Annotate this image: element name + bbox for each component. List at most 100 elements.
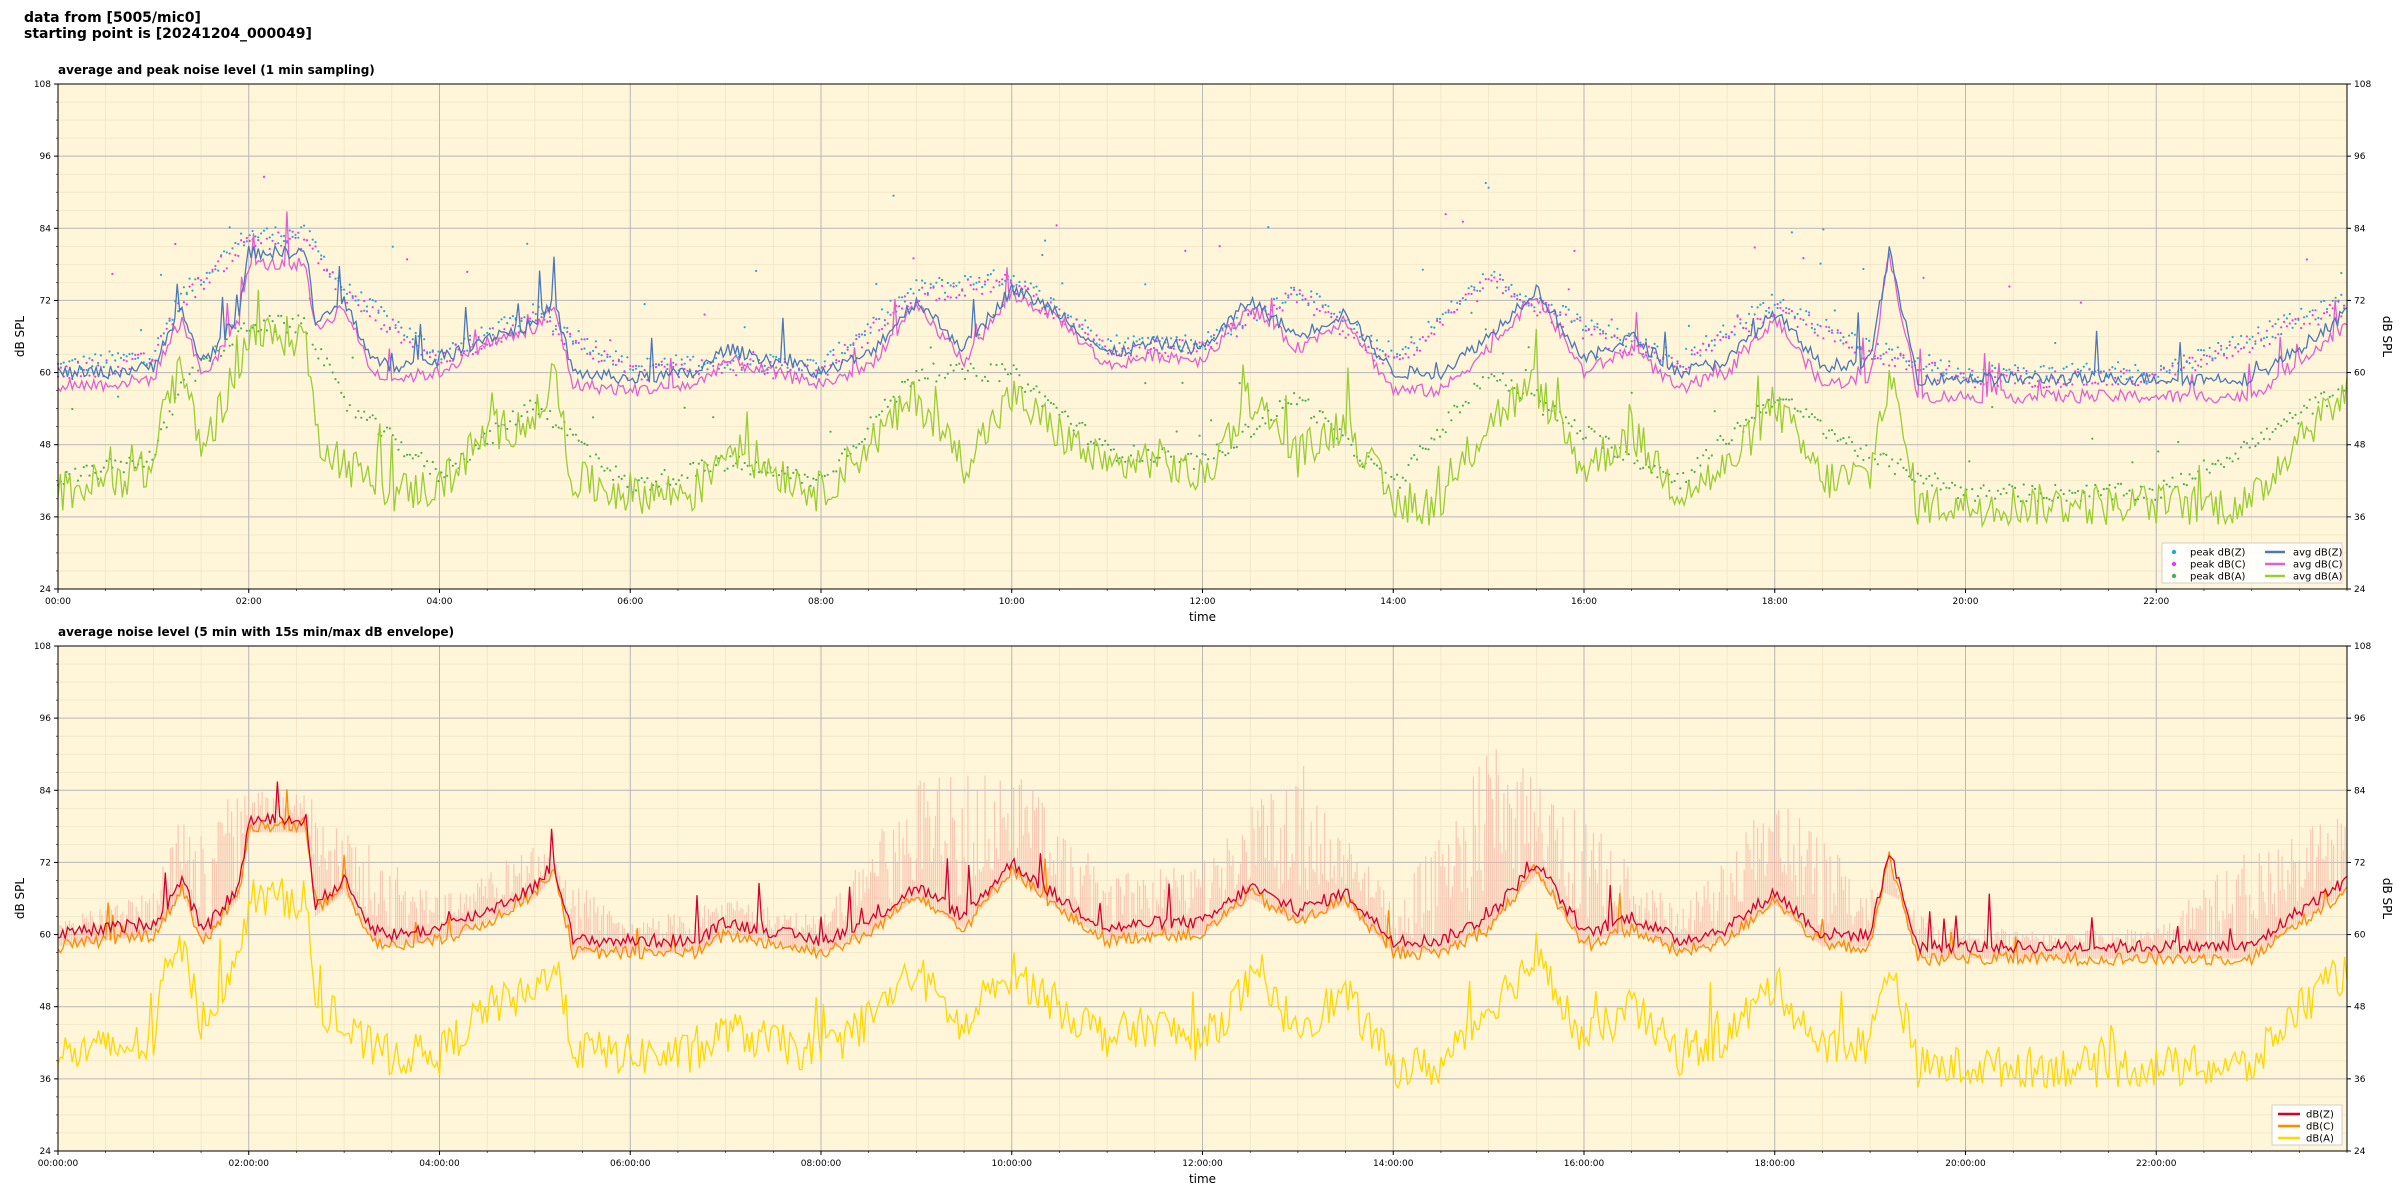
peak-point: [949, 284, 952, 287]
peak-point: [1933, 364, 1937, 367]
peak-point: [726, 467, 729, 470]
peak-point: [843, 448, 846, 451]
peak-point: [1009, 372, 1012, 375]
peak-point: [2274, 336, 2277, 339]
peak-point: [1416, 349, 1419, 352]
peak-point: [391, 434, 394, 437]
peak-point: [1152, 335, 1155, 339]
peak-point: [374, 319, 377, 322]
peak-point: [580, 338, 583, 341]
peak-point: [2323, 312, 2326, 315]
peak-point: [2337, 299, 2340, 302]
peak-point: [1315, 421, 1318, 424]
peak-point: [1933, 361, 1937, 364]
peak-point: [903, 380, 907, 383]
peak-point: [2008, 285, 2011, 288]
peak-point: [1587, 328, 1590, 331]
peak-point: [2188, 356, 2191, 359]
peak-point: [1024, 390, 1027, 393]
peak-point: [1802, 318, 1805, 322]
peak-point: [1024, 280, 1027, 283]
peak-point: [531, 408, 535, 411]
peak-point: [1627, 453, 1630, 456]
peak-point: [2117, 361, 2120, 364]
peak-point: [1813, 331, 1816, 334]
peak-point: [2257, 442, 2260, 445]
peak-point: [1295, 403, 1298, 406]
peak-point: [2297, 317, 2300, 320]
peak-point: [368, 298, 371, 301]
series-line-db-c-: [57, 789, 2348, 967]
peak-point: [2059, 489, 2062, 492]
peak-point: [1433, 438, 1436, 441]
peak-point: [1407, 356, 1410, 359]
peak-point: [1470, 285, 1473, 288]
peak-point: [2285, 325, 2288, 328]
peak-point: [1095, 334, 1098, 337]
legend-marker: [2171, 561, 2177, 567]
peak-point: [403, 338, 406, 341]
peak-point: [114, 372, 117, 375]
peak-point: [2202, 349, 2205, 352]
peak-point: [1032, 387, 1035, 390]
peak-point: [1524, 295, 1527, 298]
peak-point: [374, 417, 377, 420]
peak-point: [772, 377, 775, 380]
peak-point: [1338, 333, 1341, 336]
peak-point: [1636, 459, 1639, 462]
peak-point: [1942, 371, 1945, 374]
peak-point: [274, 226, 277, 229]
peak-point: [271, 233, 274, 236]
peak-point: [2237, 350, 2240, 353]
peak-point: [125, 461, 128, 465]
peak-point: [2162, 479, 2165, 482]
peak-point: [265, 227, 268, 230]
peak-point: [188, 285, 191, 288]
peak-point: [2042, 496, 2045, 500]
peak-point: [1250, 312, 1253, 315]
peak-point: [162, 332, 165, 335]
peak-point: [245, 329, 248, 332]
x-tick-label: 10:00: [999, 597, 1025, 607]
peak-point: [1215, 443, 1218, 446]
peak-point: [1355, 331, 1359, 334]
peak-point: [1644, 351, 1648, 354]
peak-point: [1081, 327, 1084, 331]
peak-point: [2231, 335, 2234, 339]
peak-point: [202, 357, 205, 360]
peak-point: [2225, 356, 2228, 359]
peak-point: [2171, 362, 2174, 365]
peak-point: [2102, 488, 2105, 491]
peak-point: [1115, 334, 1118, 337]
peak-point: [1590, 333, 1593, 336]
peak-point: [717, 367, 721, 370]
peak-point: [583, 442, 586, 445]
peak-point: [1416, 458, 1419, 461]
peak-point: [1713, 344, 1716, 347]
peak-point: [2325, 405, 2329, 408]
peak-point: [1436, 319, 1439, 322]
peak-point: [1564, 416, 1567, 419]
peak-point: [1685, 367, 1688, 371]
peak-point: [569, 332, 572, 335]
peak-point: [2022, 367, 2025, 370]
peak-point: [1799, 410, 1802, 413]
x-tick-label: 02:00:00: [229, 1159, 270, 1169]
peak-point: [777, 474, 781, 477]
peak-point: [1499, 378, 1502, 382]
peak-point: [1870, 357, 1874, 361]
peak-point: [1135, 340, 1138, 343]
peak-point: [1393, 478, 1396, 481]
peak-point: [1590, 319, 1593, 322]
peak-point: [1221, 451, 1224, 454]
peak-point: [1281, 309, 1284, 312]
peak-point: [600, 354, 603, 357]
header-source: data from [5005/mic0]: [24, 10, 201, 26]
peak-point: [1805, 323, 1808, 326]
peak-point: [1275, 414, 1278, 418]
peak-point: [1049, 297, 1052, 300]
peak-point: [800, 481, 804, 484]
peak-point: [2334, 296, 2337, 299]
peak-point: [2114, 486, 2117, 489]
peak-point: [2257, 332, 2260, 335]
